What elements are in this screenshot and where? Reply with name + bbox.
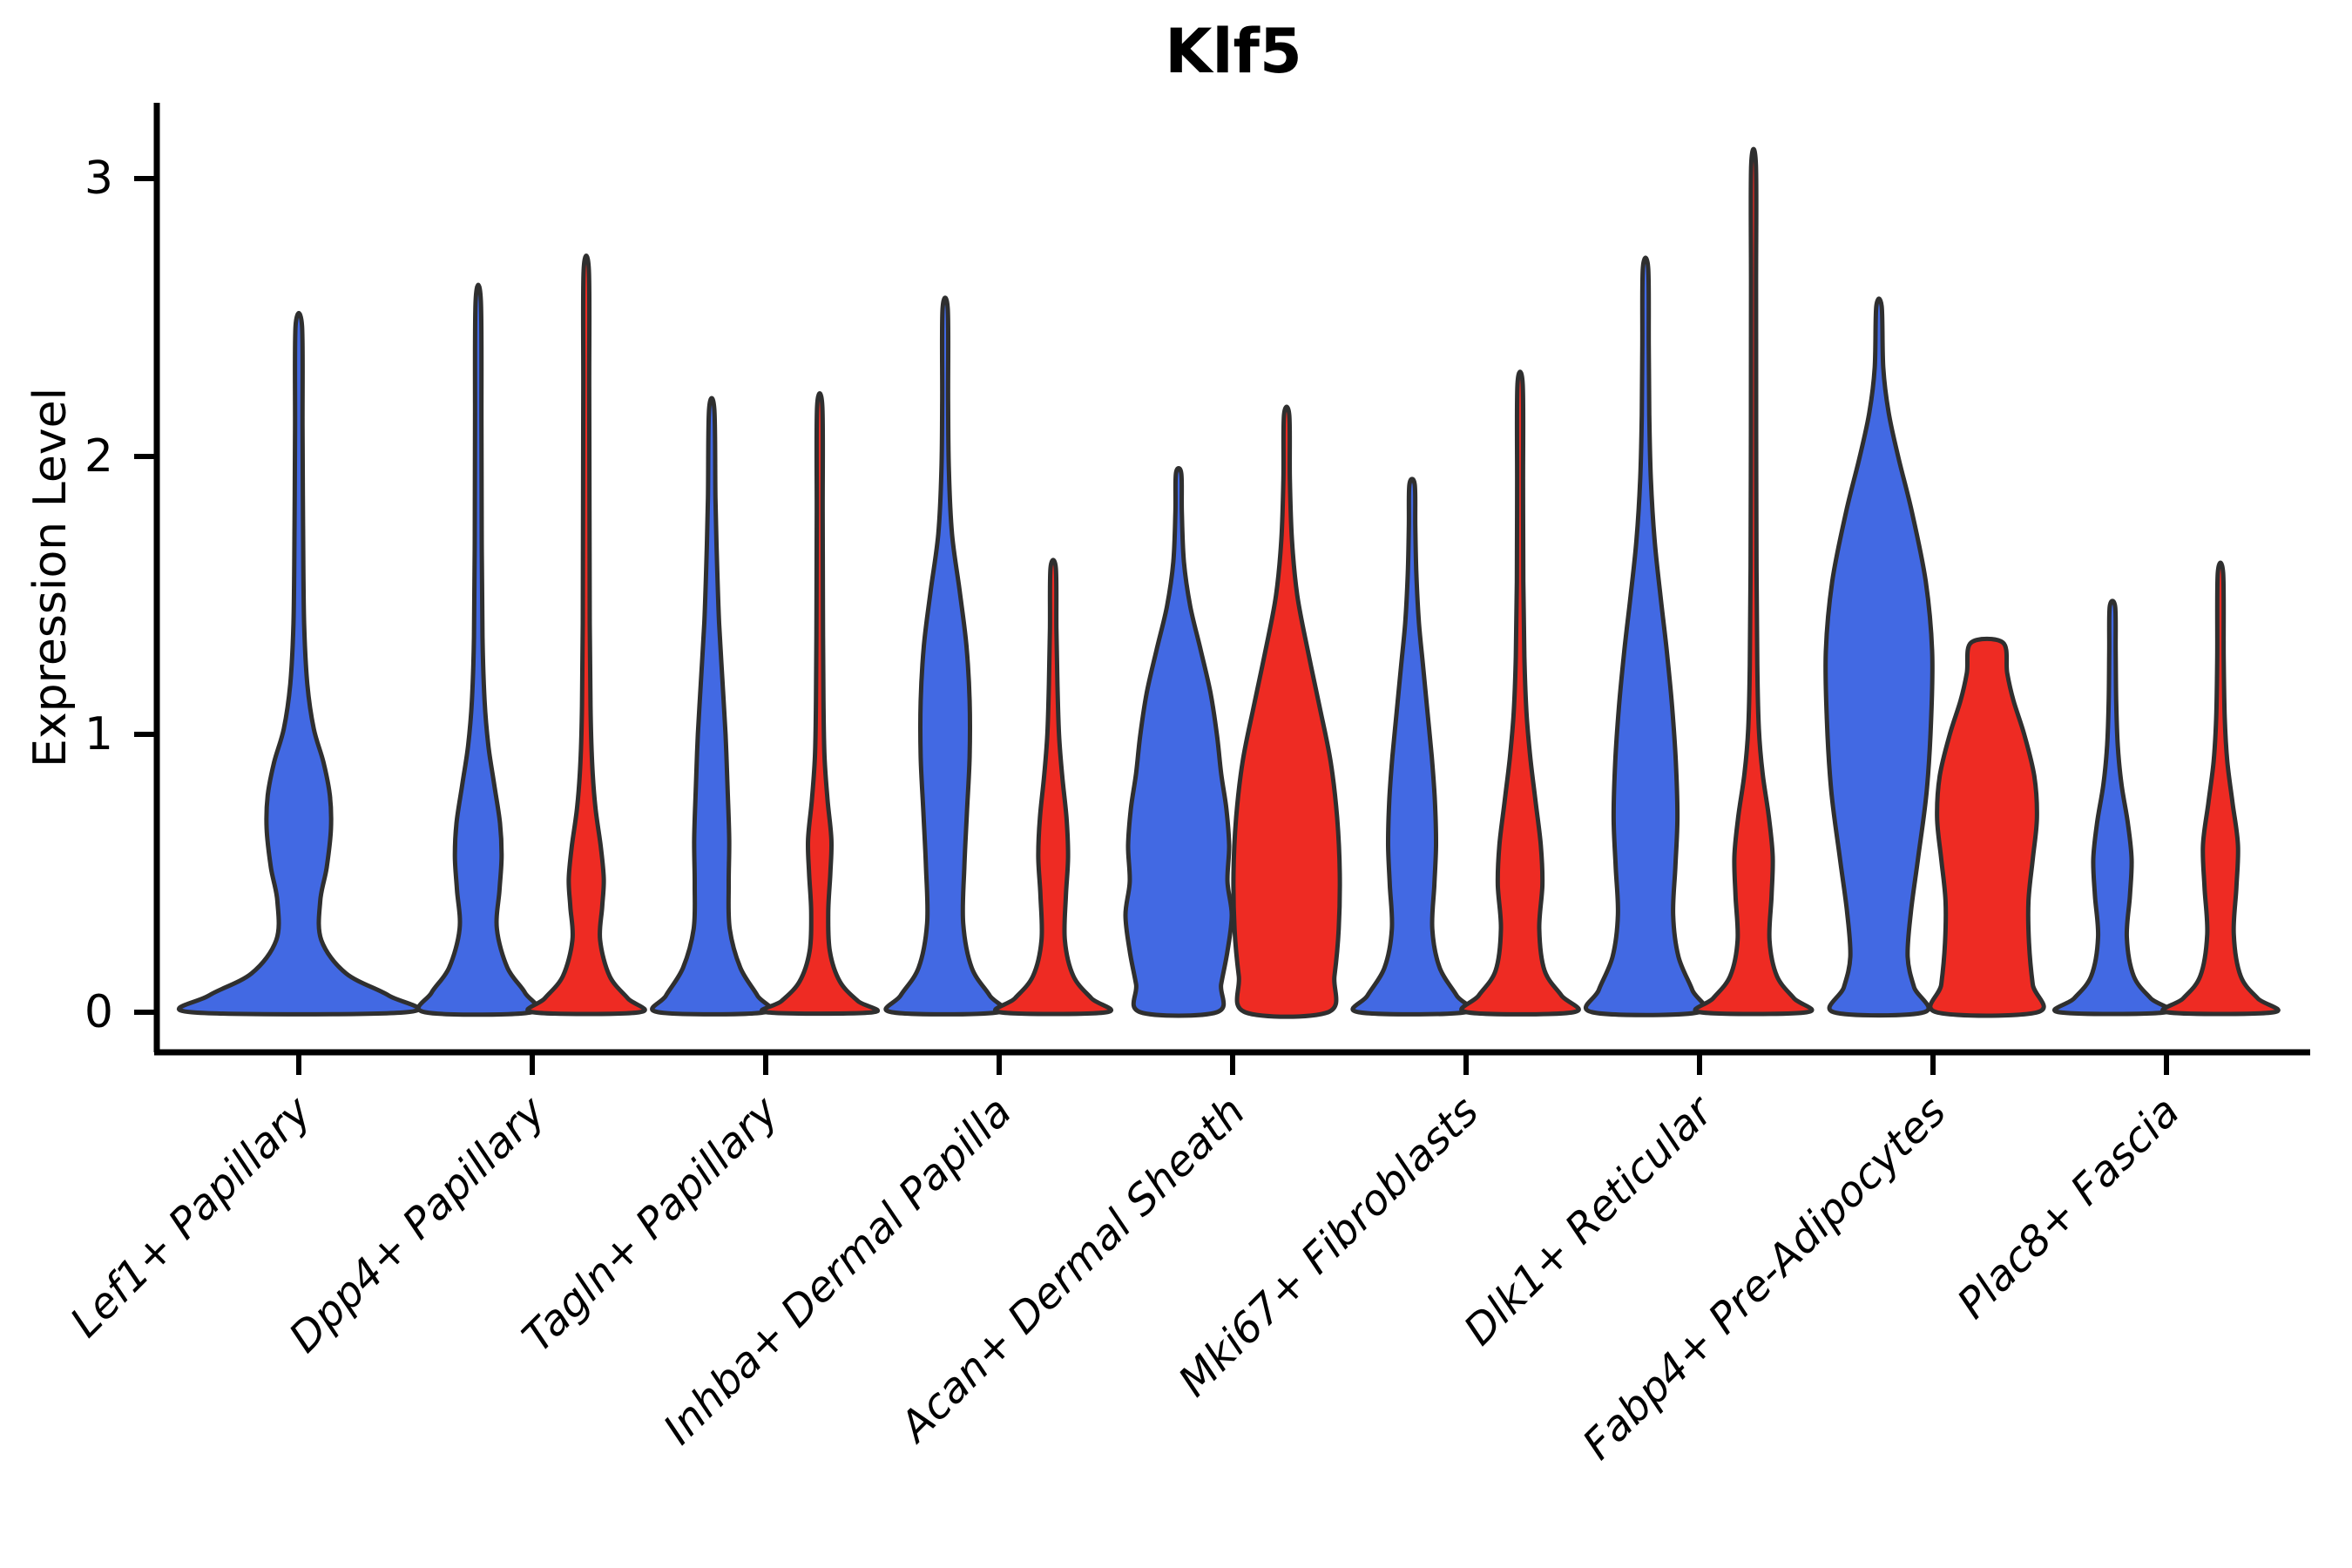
- violin-plac8-fascia-red: [2160, 560, 2281, 1017]
- y-tick-label-1: 1: [84, 708, 113, 760]
- violin-fabp4-pre-adipocytes-blue: [1823, 296, 1935, 1018]
- violin-fabp4-pre-adipocytes-red: [1928, 636, 2046, 1018]
- violin-acan-dermal-sheath-red: [1231, 404, 1342, 1019]
- violin-acan-dermal-sheath-blue: [1123, 466, 1234, 1018]
- violin-dlk1-reticular-red: [1693, 146, 1815, 1017]
- violin-tagln-papillary-blue: [650, 395, 774, 1017]
- violin-mki67-fibroblasts-red: [1459, 369, 1581, 1017]
- violin-dlk1-reticular-blue: [1584, 255, 1707, 1017]
- chart-title: Klf5: [1165, 16, 1302, 87]
- violin-dpp4-papillary-blue: [416, 282, 541, 1017]
- y-tick-label-0: 0: [84, 986, 113, 1038]
- y-tick-label-2: 2: [84, 430, 113, 483]
- violin-mki67-fibroblasts-blue: [1350, 476, 1474, 1017]
- violin-lef1-papillary-blue: [176, 310, 422, 1017]
- violin-inhba-dermal-papilla-blue: [883, 295, 1007, 1017]
- violin-plac8-fascia-blue: [2051, 598, 2173, 1017]
- violin-inhba-dermal-papilla-red: [992, 558, 1114, 1017]
- violin-tagln-papillary-red: [759, 390, 881, 1017]
- violin-dpp4-papillary-red: [525, 253, 647, 1017]
- y-tick-label-3: 3: [84, 152, 113, 205]
